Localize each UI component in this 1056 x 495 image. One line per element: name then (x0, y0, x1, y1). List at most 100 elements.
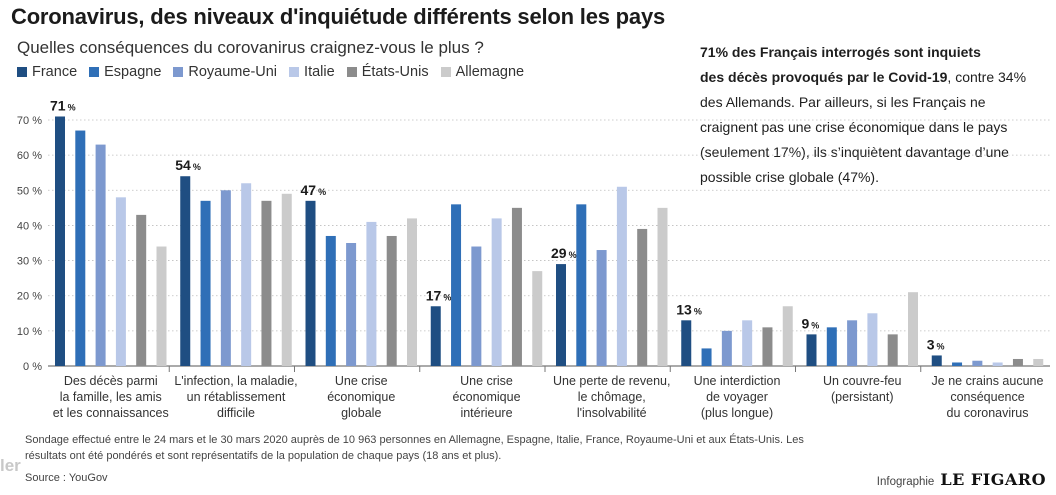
bar-allemagne-7 (908, 292, 918, 366)
bar-chart: 0 % 10 % 20 % 30 % 40 % 50 % 60 % 70 % 71 % Des dé… (17, 97, 1050, 420)
bar-france-5 (556, 264, 566, 366)
category-label: Je ne crains aucune conséquence du coronav… (932, 374, 1044, 420)
callout-bold-line2: des décès provoqués par le Covid-19 (700, 69, 948, 85)
bar-france-6 (681, 320, 692, 366)
bar-royaumeuni-3 (346, 243, 357, 366)
france-value-label: 13% (676, 301, 702, 317)
legend-item-etats-unis: États-Unis (346, 64, 429, 80)
bar-royaumeuni-7 (847, 320, 858, 366)
france-value-label: 3% (927, 336, 945, 352)
bar-royaumeuni-5 (596, 250, 607, 366)
bar-tatsunis-1 (136, 214, 147, 366)
y-tick-label: 50 % (17, 185, 42, 197)
france-value-label: 9% (802, 315, 820, 331)
y-tick-label: 10 % (17, 326, 42, 338)
legend-label-allemagne: Allemagne (455, 64, 525, 80)
legend-label-royaume-uni: Royaume-Uni (188, 64, 278, 80)
chart-title: Coronavirus, des niveaux d'inquiétude di… (11, 4, 666, 29)
bar-tatsunis-5 (637, 228, 648, 366)
bar-espagne-1 (75, 130, 86, 366)
bar-tatsunis-2 (261, 200, 272, 366)
bar-allemagne-6 (782, 306, 793, 366)
legend-swatch-allemagne (440, 67, 451, 77)
bar-italie-3 (366, 221, 377, 366)
bar-allemagne-4 (532, 271, 543, 366)
le-figaro-logo: LE FIGARO (940, 470, 1046, 489)
france-value-label: 29% (551, 245, 577, 261)
bar-italie-5 (616, 186, 627, 366)
bar-france-1 (55, 116, 65, 366)
bar-tatsunis-3 (386, 235, 397, 366)
bar-allemagne-8 (1033, 358, 1044, 366)
category-label: Une perte de revenu, le chômage, l'insolva… (553, 374, 670, 420)
bar-tatsunis-7 (887, 334, 898, 366)
bar-allemagne-5 (657, 207, 668, 366)
legend-label-italie: Italie (304, 64, 335, 80)
bar-royaumeuni-8 (972, 360, 983, 366)
bar-royaumeuni-2 (220, 190, 231, 366)
bar-france-7 (806, 334, 817, 366)
y-tick-label: 70 % (17, 115, 42, 127)
y-tick-label: 0 % (23, 361, 42, 373)
callout-rest: , contre 34% des Allemands. Par ailleurs… (700, 69, 1027, 185)
legend-item-royaume-uni: Royaume-Uni (173, 64, 277, 80)
category-label: Un couvre-feu (persistant) (823, 374, 902, 404)
legend-item-espagne: Espagne (89, 64, 161, 80)
legend-swatch-italie (289, 67, 300, 77)
bar-allemagne-1 (156, 246, 167, 366)
bar-italie-7 (867, 313, 878, 366)
bar-tatsunis-8 (1012, 358, 1023, 366)
legend-label-france: France (32, 64, 78, 80)
legend-swatch-france (17, 67, 27, 77)
bar-royaumeuni-1 (95, 144, 106, 366)
bar-italie-6 (742, 320, 753, 366)
side-text: ler (0, 456, 21, 475)
y-tick-label: 40 % (17, 220, 42, 232)
bar-italie-2 (241, 183, 252, 366)
bar-espagne-8 (952, 362, 963, 366)
category-label: Une interdiction de voyager (plus longue) (694, 374, 781, 420)
y-tick-label: 30 % (17, 256, 42, 268)
bar-tatsunis-6 (762, 327, 773, 366)
bar-espagne-3 (325, 235, 336, 366)
chart-subtitle: Quelles conséquences du corovanirus crai… (17, 38, 484, 57)
category-label: L'infection, la maladie, un rétablissemen… (174, 374, 297, 420)
bar-royaumeuni-4 (471, 246, 482, 366)
legend-item-france: France (17, 64, 77, 80)
legend-label-espagne: Espagne (104, 64, 162, 80)
bar-allemagne-3 (407, 218, 417, 366)
france-value-label: 54% (175, 157, 201, 173)
france-value-label: 17% (426, 287, 452, 303)
bar-espagne-2 (200, 200, 211, 366)
bar-italie-1 (115, 197, 126, 366)
legend-item-allemagne: Allemagne (440, 64, 525, 80)
bar-france-3 (305, 200, 316, 366)
france-value-label: 47% (301, 182, 327, 198)
credit: Infographie LE FIGARO (877, 470, 1046, 489)
source: Source : YouGov (25, 472, 108, 484)
category-label: Une crise économique intérieure (452, 374, 520, 420)
bar-allemagne-2 (281, 193, 292, 366)
bar-espagne-6 (701, 348, 712, 366)
bar-france-4 (430, 306, 441, 366)
france-value-label: 71% (50, 97, 76, 113)
bar-france-2 (180, 176, 191, 366)
legend-swatch-espagne (89, 67, 100, 77)
category-label: Des décès parmi la famille, les amis et le… (53, 374, 169, 420)
y-tick-label: 20 % (17, 291, 42, 303)
bar-italie-4 (491, 218, 502, 366)
legend: France Espagne Royaume-Uni Italie États-… (17, 64, 524, 80)
bar-italie-8 (992, 362, 1003, 366)
bar-royaumeuni-6 (721, 330, 732, 366)
bar-espagne-4 (451, 204, 462, 366)
legend-swatch-etats-unis (346, 67, 357, 77)
y-tick-label: 60 % (17, 150, 42, 162)
bar-espagne-7 (826, 327, 837, 366)
footnote: Sondage effectué entre le 24 mars et le … (25, 434, 804, 462)
callout-text: 71% des Français interrogés sont inquiet… (700, 40, 1045, 190)
legend-item-italie: Italie (289, 64, 335, 80)
credit-label: Infographie (876, 476, 935, 488)
legend-swatch-royaume-uni (173, 67, 184, 77)
legend-label-etats-unis: États-Unis (361, 64, 429, 80)
bar-espagne-5 (576, 204, 587, 366)
